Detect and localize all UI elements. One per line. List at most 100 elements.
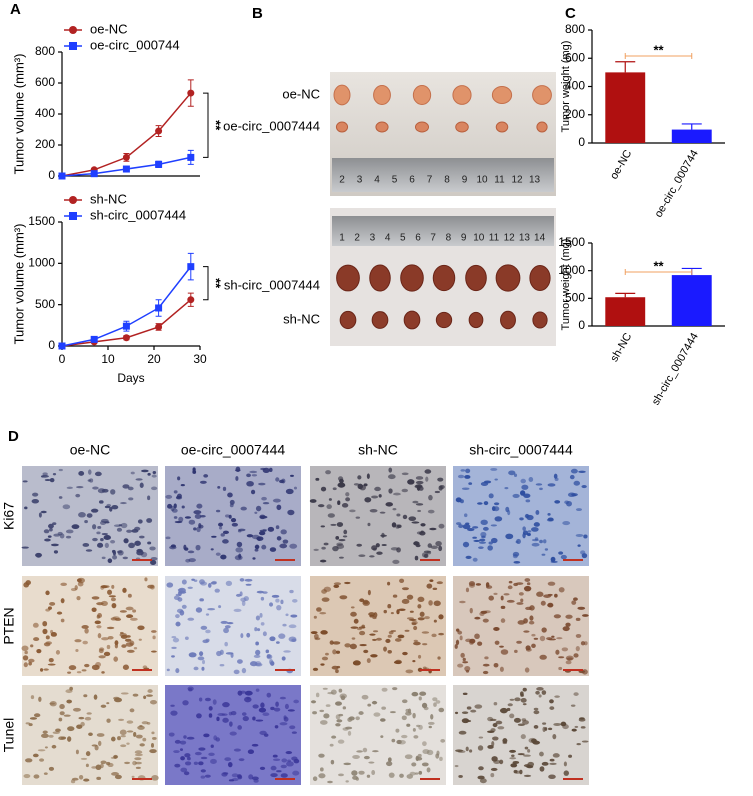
cell bbox=[314, 637, 321, 641]
cell bbox=[413, 639, 418, 642]
cell bbox=[183, 735, 187, 739]
cell bbox=[338, 538, 346, 542]
cell bbox=[490, 767, 498, 771]
cell bbox=[100, 704, 107, 708]
cell bbox=[376, 551, 383, 555]
cell bbox=[352, 754, 360, 759]
cell bbox=[98, 655, 106, 659]
cell bbox=[87, 469, 92, 475]
cell bbox=[212, 699, 217, 705]
tumor bbox=[412, 84, 432, 106]
cell bbox=[78, 512, 86, 518]
cell bbox=[65, 535, 72, 539]
cell bbox=[77, 581, 84, 587]
cell bbox=[181, 505, 185, 509]
cell bbox=[241, 600, 246, 607]
cell bbox=[291, 638, 297, 642]
cell bbox=[413, 625, 418, 631]
cell bbox=[362, 747, 368, 753]
cell bbox=[107, 589, 113, 595]
cell bbox=[96, 602, 104, 606]
cell bbox=[251, 474, 258, 477]
cell bbox=[138, 638, 142, 641]
cell bbox=[378, 494, 382, 498]
cell bbox=[42, 628, 48, 635]
cell bbox=[500, 605, 506, 610]
cell bbox=[411, 762, 417, 767]
cell bbox=[547, 483, 556, 487]
cell bbox=[343, 529, 348, 535]
cell bbox=[43, 642, 51, 647]
cell bbox=[369, 508, 378, 513]
cell bbox=[540, 600, 546, 606]
cell bbox=[241, 667, 247, 674]
cell bbox=[543, 539, 547, 544]
cell bbox=[380, 534, 388, 537]
tumor bbox=[371, 311, 389, 329]
tumor bbox=[495, 264, 521, 292]
cell bbox=[33, 713, 41, 718]
cell bbox=[269, 547, 277, 552]
cell bbox=[503, 593, 510, 596]
cell bbox=[221, 772, 228, 777]
cell bbox=[483, 501, 489, 506]
cell bbox=[225, 514, 230, 518]
cell bbox=[547, 581, 556, 586]
point bbox=[155, 127, 163, 135]
row-label: Ki67 bbox=[1, 502, 17, 530]
cell bbox=[251, 776, 259, 781]
cell bbox=[409, 618, 417, 621]
cell bbox=[166, 668, 170, 672]
cell bbox=[272, 758, 281, 761]
cell bbox=[372, 750, 379, 753]
cell bbox=[236, 541, 243, 548]
ruler-number: 12 bbox=[504, 233, 516, 244]
cell bbox=[469, 607, 473, 614]
cell bbox=[96, 625, 102, 629]
cell bbox=[477, 745, 484, 751]
cell bbox=[96, 733, 105, 737]
point bbox=[187, 296, 195, 304]
cell bbox=[76, 724, 83, 729]
cell bbox=[331, 735, 337, 739]
cell bbox=[55, 728, 61, 732]
cell bbox=[52, 472, 57, 476]
cell bbox=[558, 666, 563, 671]
cell bbox=[71, 524, 80, 530]
cell bbox=[527, 530, 532, 533]
cell bbox=[394, 638, 402, 642]
cell bbox=[367, 522, 371, 527]
cell bbox=[176, 608, 184, 613]
cell bbox=[266, 692, 272, 698]
cell bbox=[313, 548, 319, 551]
cell bbox=[565, 622, 571, 627]
cell bbox=[21, 546, 29, 549]
ruler-number: 3 bbox=[357, 175, 363, 186]
cell bbox=[499, 759, 504, 765]
x-tick-label: 10 bbox=[101, 352, 115, 366]
cell bbox=[170, 544, 176, 548]
ruler-number: 7 bbox=[430, 233, 436, 244]
cell bbox=[581, 553, 588, 559]
cell bbox=[45, 590, 50, 596]
cell bbox=[342, 706, 347, 710]
cell bbox=[333, 582, 342, 586]
cell bbox=[75, 493, 81, 498]
cell bbox=[424, 616, 430, 620]
cell bbox=[90, 508, 99, 513]
cell bbox=[113, 656, 119, 662]
cell bbox=[398, 740, 406, 745]
cell bbox=[152, 470, 157, 475]
cell bbox=[533, 710, 540, 715]
x-tick-label: 30 bbox=[193, 352, 207, 366]
cell bbox=[83, 694, 88, 698]
point bbox=[90, 335, 98, 343]
cell bbox=[92, 537, 98, 542]
cell bbox=[318, 773, 326, 779]
cell bbox=[419, 611, 425, 617]
cell bbox=[521, 484, 529, 490]
cell bbox=[477, 502, 483, 505]
cell bbox=[341, 503, 349, 508]
cell bbox=[288, 624, 297, 629]
cell bbox=[435, 700, 441, 704]
